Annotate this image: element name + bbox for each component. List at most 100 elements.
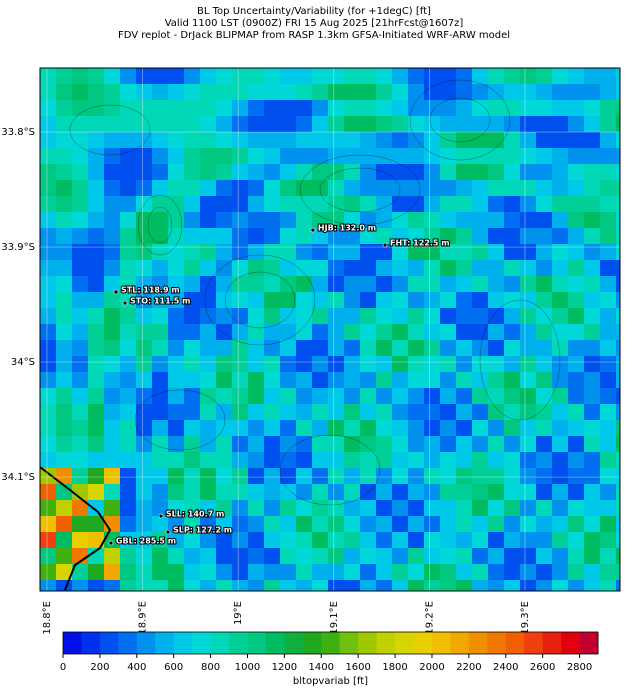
raster-cell [600, 308, 616, 324]
raster-cell [344, 276, 360, 292]
raster-cell [280, 564, 296, 580]
raster-cell [136, 532, 152, 548]
colorbar-swatch [376, 632, 396, 654]
raster-cell [136, 228, 152, 244]
raster-cell [424, 484, 440, 500]
raster-cell [568, 324, 584, 340]
raster-cell [504, 260, 520, 276]
raster-cell [184, 132, 200, 148]
raster-cell [120, 244, 136, 260]
raster-cell [280, 148, 296, 164]
raster-cell [440, 548, 456, 564]
raster-cell [312, 68, 328, 84]
raster-cell [520, 308, 536, 324]
raster-cell [40, 244, 56, 260]
raster-cell [584, 68, 600, 84]
raster-cell [72, 564, 88, 580]
raster-cell [344, 452, 360, 468]
raster-cell [552, 148, 568, 164]
raster-cell [408, 532, 424, 548]
raster-cell [72, 132, 88, 148]
raster-cell [200, 212, 216, 228]
raster-cell [568, 196, 584, 212]
raster-cell [600, 164, 616, 180]
raster-cell [136, 484, 152, 500]
raster-cell [200, 68, 216, 84]
raster-cell [216, 516, 232, 532]
raster-cell [408, 404, 424, 420]
raster-cell [520, 180, 536, 196]
terrain-contours [69, 79, 561, 506]
raster-cell [280, 436, 296, 452]
raster-cell [440, 340, 456, 356]
raster-cell [344, 564, 360, 580]
raster-cell [232, 260, 248, 276]
raster-cell [520, 68, 536, 84]
raster-cell [72, 340, 88, 356]
raster-cell [72, 276, 88, 292]
raster-cell [344, 468, 360, 484]
raster-cell [312, 212, 328, 228]
raster-cell [456, 452, 472, 468]
raster-cell [424, 356, 440, 372]
colorbar-tick-label: 1800 [382, 662, 407, 673]
raster-cell [376, 100, 392, 116]
raster-cell [168, 260, 184, 276]
raster-cell [168, 164, 184, 180]
raster-cell [56, 388, 72, 404]
raster-cell [136, 420, 152, 436]
raster-cell [200, 500, 216, 516]
raster-cell [456, 292, 472, 308]
raster-cell [72, 164, 88, 180]
x-tick-label: 19.2°E [424, 601, 435, 635]
raster-cell [184, 484, 200, 500]
raster-cell [376, 164, 392, 180]
raster-cell [408, 340, 424, 356]
raster-cell [200, 148, 216, 164]
raster-cell [136, 404, 152, 420]
raster-cell [488, 308, 504, 324]
raster-cell [504, 436, 520, 452]
raster-cell [584, 468, 600, 484]
raster-cell [168, 292, 184, 308]
raster-cell [504, 388, 520, 404]
raster-cell [248, 548, 264, 564]
raster-cell [328, 84, 344, 100]
raster-cell [472, 276, 488, 292]
raster-cell [56, 340, 72, 356]
raster-cell [232, 388, 248, 404]
raster-cell [216, 324, 232, 340]
raster-cell [616, 468, 620, 484]
x-tick-label: 19.1°E [329, 601, 340, 635]
raster-cell [136, 276, 152, 292]
raster-cell [328, 148, 344, 164]
raster-cell [264, 308, 280, 324]
raster-cell [568, 484, 584, 500]
raster-cell [536, 388, 552, 404]
raster-cell [248, 180, 264, 196]
raster-cell [616, 292, 620, 308]
raster-cell [392, 372, 408, 388]
raster-cell [72, 148, 88, 164]
colorbar-swatch [302, 632, 322, 654]
raster-cell [120, 452, 136, 468]
raster-cell [616, 276, 620, 292]
raster-cell [200, 228, 216, 244]
raster-cell [488, 500, 504, 516]
raster-cell [152, 276, 168, 292]
raster-cell [376, 500, 392, 516]
colorbar-swatch [524, 632, 544, 654]
raster-cell [456, 580, 472, 591]
raster-cell [168, 564, 184, 580]
raster-cell [168, 468, 184, 484]
raster-cell [120, 260, 136, 276]
raster-cell [344, 212, 360, 228]
raster-cell [104, 372, 120, 388]
raster-cell [408, 228, 424, 244]
raster-cell [40, 516, 56, 532]
raster-cell [584, 244, 600, 260]
raster-cell [216, 212, 232, 228]
raster-cell [104, 468, 120, 484]
raster-cell [232, 180, 248, 196]
raster-cell [248, 356, 264, 372]
